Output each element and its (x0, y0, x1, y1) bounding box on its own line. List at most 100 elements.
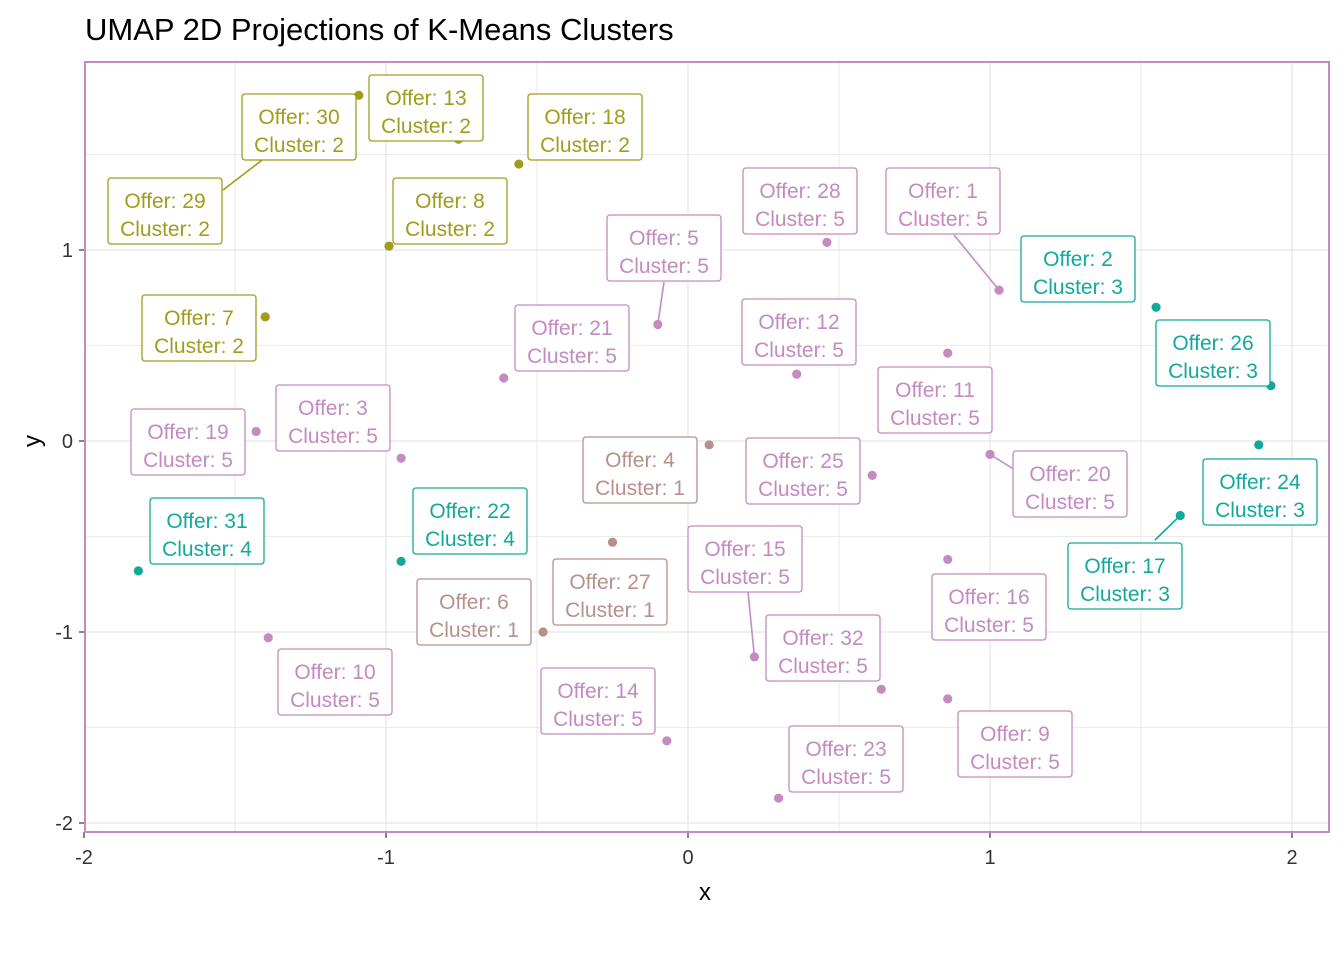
data-point (133, 566, 143, 576)
data-point (943, 554, 953, 565)
data-label-cluster: Cluster: 5 (898, 208, 988, 231)
data-label: Offer: 23 Cluster: 5 (788, 725, 904, 793)
data-label-offer: Offer: 8 (415, 190, 485, 213)
data-label: Offer: 11 Cluster: 5 (877, 366, 993, 434)
data-point (499, 373, 509, 383)
data-label: Offer: 5 Cluster: 5 (606, 214, 722, 282)
data-label: Offer: 29 Cluster: 2 (107, 177, 223, 245)
data-label-offer: Offer: 7 (164, 307, 234, 330)
data-label-box (552, 558, 668, 626)
data-label-cluster: Cluster: 1 (565, 599, 655, 622)
data-label-box (687, 525, 803, 593)
data-label: Offer: 16 Cluster: 5 (931, 573, 1047, 641)
data-point (263, 633, 273, 643)
data-label: Offer: 17 Cluster: 3 (1067, 542, 1183, 610)
data-label-box (745, 437, 861, 505)
data-label-cluster: Cluster: 4 (425, 528, 515, 551)
data-label-offer: Offer: 21 (531, 317, 612, 340)
data-label-box (582, 436, 698, 504)
data-label-cluster: Cluster: 3 (1033, 276, 1123, 299)
data-point (822, 237, 832, 247)
data-label-offer: Offer: 3 (298, 397, 368, 420)
data-point (867, 470, 877, 480)
data-label-cluster: Cluster: 5 (527, 345, 617, 368)
data-point (653, 319, 663, 330)
data-label-box (742, 167, 858, 235)
data-label-box (149, 497, 265, 565)
data-label-offer: Offer: 18 (544, 106, 625, 129)
data-point (943, 348, 953, 358)
y-tick-label: -1 (55, 622, 73, 644)
data-label-cluster: Cluster: 3 (1215, 499, 1305, 522)
data-point (1254, 440, 1264, 450)
label-leader-line (953, 234, 1000, 291)
data-point (876, 684, 886, 694)
data-label-cluster: Cluster: 1 (595, 477, 685, 500)
data-label: Offer: 18 Cluster: 2 (527, 93, 643, 161)
data-label-cluster: Cluster: 5 (290, 689, 380, 712)
data-label: Offer: 31 Cluster: 4 (149, 497, 265, 565)
data-label-offer: Offer: 22 (429, 500, 510, 523)
data-label-cluster: Cluster: 5 (801, 766, 891, 789)
data-point (1175, 510, 1185, 521)
data-label-cluster: Cluster: 5 (553, 708, 643, 731)
data-label-box (275, 384, 391, 452)
data-label: Offer: 4 Cluster: 1 (582, 436, 698, 504)
data-point (704, 440, 714, 450)
data-point (396, 453, 406, 463)
data-label-cluster: Cluster: 5 (778, 655, 868, 678)
data-label: Offer: 28 Cluster: 5 (742, 167, 858, 235)
x-tick-label: -2 (75, 847, 93, 869)
data-label-cluster: Cluster: 5 (970, 751, 1060, 774)
data-label-cluster: Cluster: 5 (758, 478, 848, 501)
data-point (396, 556, 406, 566)
x-axis-title: x (699, 879, 711, 906)
data-label: Offer: 19 Cluster: 5 (130, 408, 246, 476)
data-label-cluster: Cluster: 1 (429, 619, 519, 642)
x-tick-label: 2 (1286, 847, 1297, 869)
data-label-cluster: Cluster: 3 (1080, 583, 1170, 606)
y-tick-label: 1 (62, 240, 73, 262)
data-label-box (788, 725, 904, 793)
data-label: Offer: 10 Cluster: 5 (277, 648, 393, 716)
data-label-box (392, 177, 508, 245)
y-tick-label: 0 (62, 431, 73, 453)
data-label-offer: Offer: 28 (759, 180, 840, 203)
data-label-box (1020, 235, 1136, 303)
data-label-offer: Offer: 32 (782, 627, 863, 650)
x-tick-label: 1 (984, 847, 995, 869)
data-label-offer: Offer: 12 (758, 311, 839, 334)
data-label-box (1155, 319, 1271, 387)
data-label-offer: Offer: 19 (147, 421, 228, 444)
data-label-box (107, 177, 223, 245)
data-label: Offer: 24 Cluster: 3 (1202, 458, 1318, 526)
data-label: Offer: 20 Cluster: 5 (1012, 450, 1128, 518)
data-label-offer: Offer: 6 (439, 591, 509, 614)
x-tick-label: -1 (377, 847, 395, 869)
data-label-box (885, 167, 1001, 235)
data-label-offer: Offer: 23 (805, 738, 886, 761)
data-label-offer: Offer: 5 (629, 227, 699, 250)
data-label-offer: Offer: 17 (1084, 555, 1165, 578)
data-label-box (540, 667, 656, 735)
data-label-cluster: Cluster: 2 (540, 134, 630, 157)
data-label-box (957, 710, 1073, 778)
data-label-box (1012, 450, 1128, 518)
data-label-cluster: Cluster: 2 (405, 218, 495, 241)
data-label-offer: Offer: 27 (569, 571, 650, 594)
data-point (1151, 302, 1161, 312)
data-point (514, 159, 524, 169)
data-label-cluster: Cluster: 3 (1168, 360, 1258, 383)
data-label: Offer: 13 Cluster: 2 (368, 74, 484, 142)
data-label-cluster: Cluster: 5 (944, 614, 1034, 637)
data-label-offer: Offer: 14 (557, 680, 639, 703)
data-label: Offer: 14 Cluster: 5 (540, 667, 656, 735)
data-label: Offer: 32 Cluster: 5 (765, 614, 881, 682)
data-label-offer: Offer: 29 (124, 190, 205, 213)
data-label-box (527, 93, 643, 161)
data-label-offer: Offer: 20 (1029, 463, 1110, 486)
data-label-cluster: Cluster: 5 (619, 255, 709, 278)
data-label-offer: Offer: 31 (166, 510, 247, 533)
data-label-offer: Offer: 4 (605, 449, 675, 472)
